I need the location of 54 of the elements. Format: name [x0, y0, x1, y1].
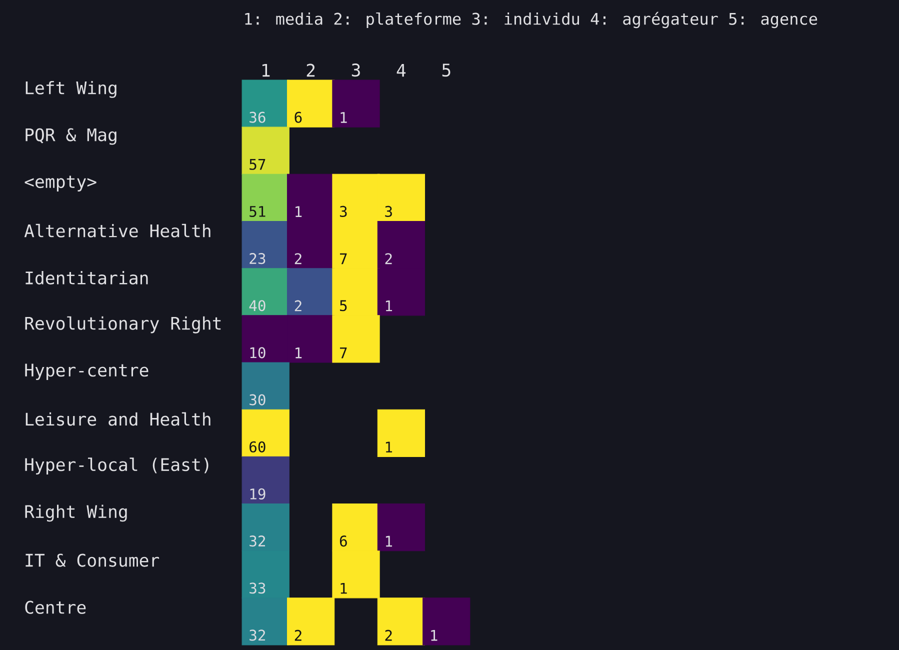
- y-tick-label: Hyper-local (East): [25, 458, 208, 475]
- data-label: 7: [340, 253, 347, 264]
- data-label: 36: [250, 112, 266, 123]
- y-tick-label: <empty>: [24, 176, 96, 192]
- y-tick-label: Revolutionary Right: [25, 316, 221, 334]
- data-label: 1: [340, 582, 347, 594]
- data-label: 1: [340, 112, 347, 123]
- data-label: 32: [250, 630, 265, 641]
- data-label: 2: [385, 630, 392, 641]
- data-label: 10: [250, 347, 266, 358]
- data-label: 3: [340, 206, 347, 217]
- y-tick-label: Leisure and Health: [26, 412, 210, 426]
- text: 1: media: [245, 12, 322, 25]
- data-label: 40: [249, 300, 266, 312]
- text: 5: agence: [729, 13, 818, 28]
- y-tick-label: IT & Consumer: [26, 554, 160, 567]
- data-label: 1: [386, 442, 392, 452]
- data-label: 1: [386, 536, 392, 547]
- data-label: 51: [250, 206, 266, 217]
- y-tick-label: Right Wing: [25, 504, 127, 522]
- text: 3: individu: [472, 12, 579, 25]
- data-label: 19: [250, 488, 266, 500]
- x-tick-label: 4: [396, 64, 406, 77]
- y-tick-label: Centre: [25, 600, 86, 614]
- data-label: 1: [296, 348, 302, 358]
- data-label: 33: [250, 582, 266, 594]
- y-tick-label: PQR & Mag: [26, 128, 116, 145]
- data-label: 2: [294, 300, 302, 312]
- data-label: 1: [386, 300, 392, 312]
- x-tick-label: 3: [352, 64, 360, 77]
- data-label: 7: [340, 348, 347, 358]
- text: 4: agrégateur: [590, 12, 718, 28]
- data-label: 2: [385, 253, 392, 264]
- x-tick-label: 2: [306, 64, 315, 77]
- x-tick-label: 5: [442, 64, 450, 77]
- data-label: 23: [250, 252, 266, 264]
- data-label: 6: [340, 535, 347, 547]
- data-label: 3: [385, 206, 392, 217]
- data-label: 60: [250, 441, 266, 452]
- data-label: 5: [340, 300, 347, 312]
- y-tick-label: Identitarian: [26, 271, 148, 284]
- y-tick-label: Hyper-centre: [25, 364, 148, 380]
- y-tick-label: Left Wing: [26, 80, 116, 98]
- data-label: 57: [250, 159, 266, 170]
- data-label: 2: [294, 253, 302, 264]
- data-label: 6: [294, 112, 302, 123]
- data-label: 1: [431, 630, 438, 641]
- data-label: 1: [296, 206, 302, 217]
- text: 2: plateforme: [334, 12, 461, 28]
- data-label: 2: [294, 630, 302, 641]
- y-tick-label: Alternative Health: [24, 224, 210, 238]
- x-tick-label: 1: [262, 64, 270, 77]
- data-label: 32: [250, 535, 265, 547]
- data-label: 30: [250, 394, 266, 406]
